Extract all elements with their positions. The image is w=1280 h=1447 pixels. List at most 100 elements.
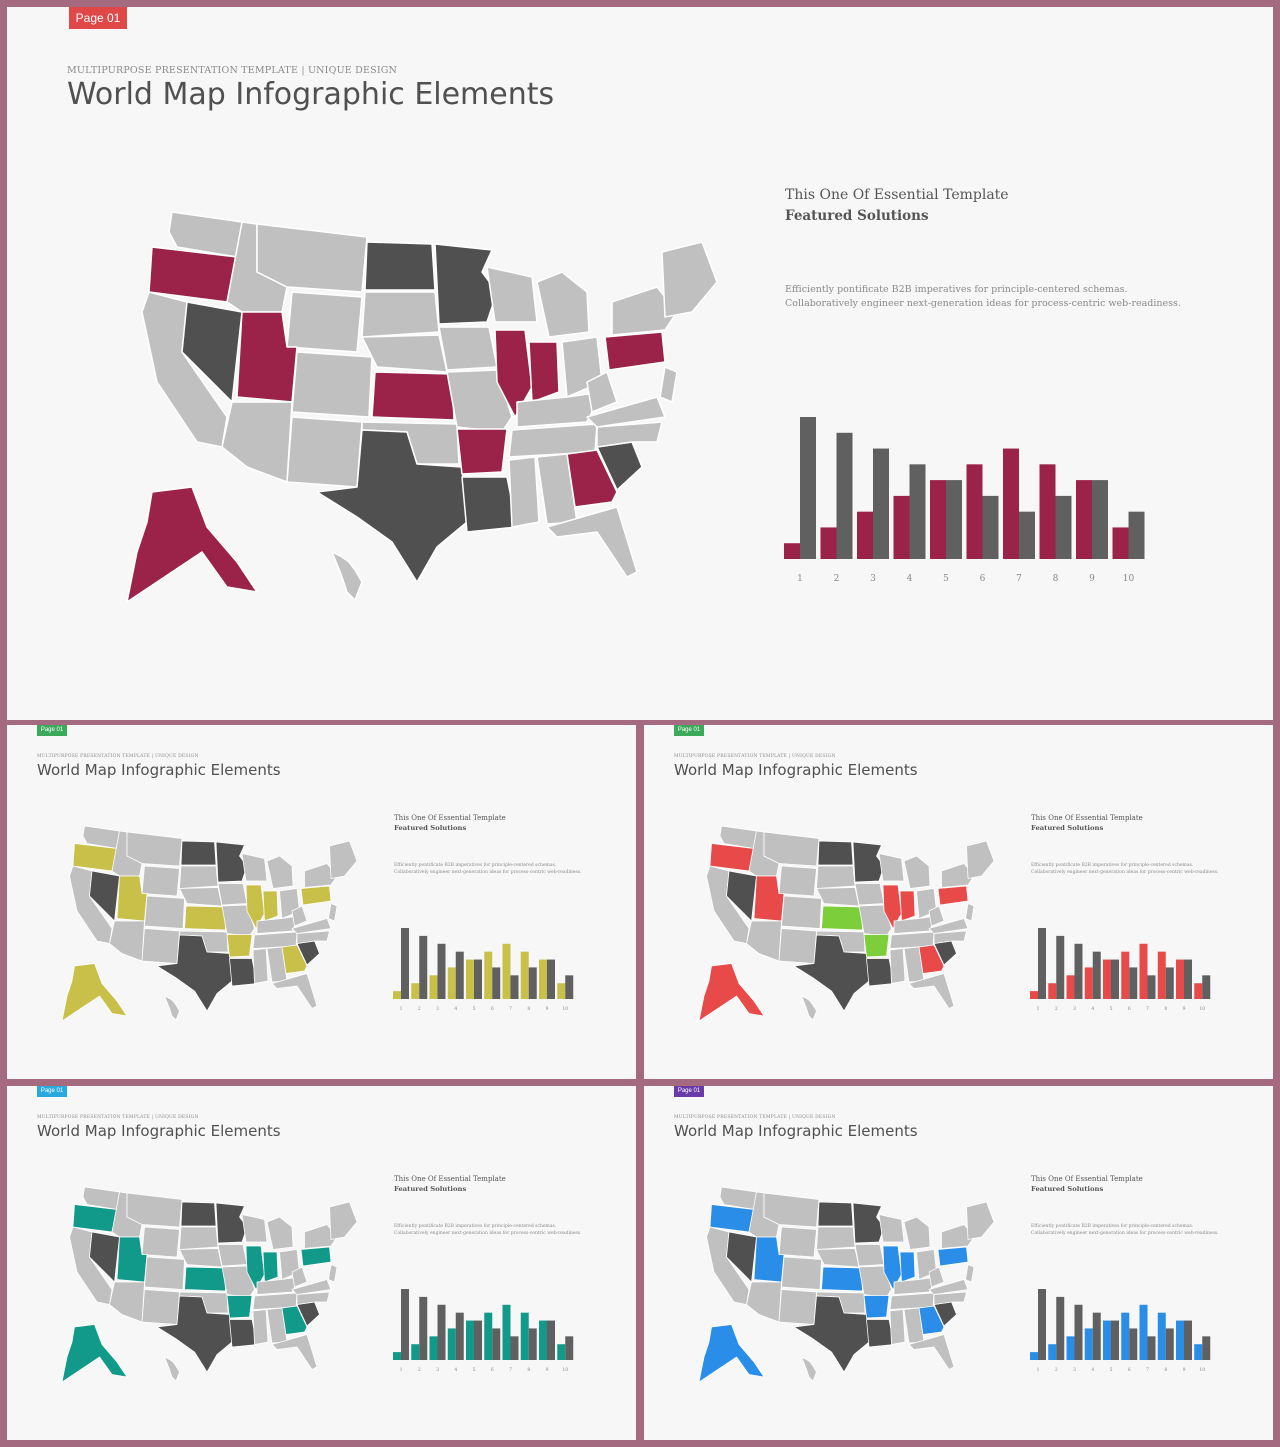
bar-chart: 1 2 3 4 5 6 7 8 9 10 (1030, 928, 1211, 1012)
state-shape-la (461, 476, 518, 533)
thumbnail-slide-red[interactable]: Page 01 MULTIPURPOSE PRESENTATION TEMPLA… (644, 725, 1273, 1079)
state-shape-nm (141, 928, 180, 964)
description-line-1: Efficiently pontificate B2B imperatives … (1031, 863, 1194, 868)
state-shape-nj-md (965, 1264, 975, 1283)
x-tick-label: 1 (797, 574, 803, 584)
x-tick-label: 9 (546, 1367, 549, 1373)
us-map (61, 825, 358, 1022)
state-shape-va (586, 396, 666, 428)
state-shape-in (262, 890, 279, 922)
state-shape-nm (286, 416, 363, 488)
state-shape-ms (889, 948, 906, 984)
x-tick-label: 9 (1089, 574, 1095, 584)
slide-title: World Map Infographic Elements (37, 1122, 281, 1140)
state-shape-pa (937, 885, 969, 906)
accent-bar-10 (1194, 1344, 1203, 1360)
state-shape-mo (221, 904, 255, 937)
x-tick-label: 7 (1146, 1367, 1149, 1373)
state-shape-sd (179, 865, 219, 889)
description-line-1: Efficiently pontificate B2B imperatives … (394, 1224, 557, 1229)
accent-bar-1 (393, 991, 401, 999)
state-shape-ga (566, 449, 618, 508)
gray-bar-4 (1092, 1312, 1101, 1360)
state-shape-co (781, 1256, 822, 1290)
state-shape-ga (918, 1305, 945, 1335)
page-badge: Page 01 (674, 1086, 704, 1097)
state-shape-co (781, 895, 822, 929)
thumbnail-slide-yellow[interactable]: Page 01 MULTIPURPOSE PRESENTATION TEMPLA… (7, 725, 636, 1079)
x-tick-label: 10 (562, 1006, 568, 1012)
state-shape-or (709, 843, 755, 872)
state-shape-or (72, 843, 118, 872)
state-shape-co (291, 351, 373, 418)
slide-subtitle: This One Of Essential Template (394, 1175, 506, 1183)
gray-bar-2 (419, 935, 428, 999)
state-shape-la (866, 1319, 895, 1348)
description-line-2: Collaboratively engineer next-generation… (1031, 870, 1219, 875)
x-tick-label: 5 (473, 1367, 476, 1373)
state-shape-ny (611, 286, 678, 336)
x-tick-label: 10 (1123, 574, 1135, 584)
accent-bar-2 (820, 527, 837, 559)
state-shape-ar (456, 428, 508, 475)
gray-bar-6 (492, 967, 501, 999)
state-shape-mn (434, 243, 498, 325)
thumbnail-slide-blue[interactable]: Page 01 MULTIPURPOSE PRESENTATION TEMPLA… (644, 1086, 1273, 1440)
state-shape-ut (236, 311, 298, 403)
state-shape-ga (918, 944, 945, 974)
accent-bar-1 (393, 1352, 401, 1360)
state-shape-la (229, 958, 258, 987)
gray-bar-1 (800, 417, 816, 559)
gray-bar-5 (1111, 959, 1119, 999)
state-shape-ne-states (661, 241, 718, 318)
state-shape-fl (908, 973, 955, 1009)
x-tick-label: 3 (870, 574, 876, 584)
gray-bar-5 (474, 1320, 482, 1360)
x-tick-label: 7 (1146, 1006, 1149, 1012)
state-shape-hi (801, 995, 817, 1021)
x-tick-label: 8 (527, 1367, 530, 1373)
gray-bar-10 (1202, 975, 1211, 999)
accent-bar-3 (1066, 975, 1075, 999)
accent-bar-5 (930, 480, 946, 559)
slide-subtitle: This One Of Essential Template (394, 814, 506, 822)
state-shape-wa (168, 211, 243, 258)
thumbnail-slide-teal[interactable]: Page 01 MULTIPURPOSE PRESENTATION TEMPLA… (7, 1086, 636, 1440)
x-tick-label: 6 (1128, 1006, 1131, 1012)
gray-bar-7 (1147, 1336, 1156, 1360)
slide-subtitle: This One Of Essential Template (1031, 814, 1143, 822)
gray-bar-7 (510, 975, 519, 999)
page-badge: Page 01 (37, 1086, 67, 1097)
state-shape-nc (933, 930, 967, 944)
gray-bar-3 (873, 448, 889, 559)
state-shape-ut (753, 875, 785, 922)
state-shape-mn (215, 1202, 248, 1244)
state-shape-mt (126, 1192, 183, 1228)
gray-bar-4 (455, 1312, 464, 1360)
state-shape-wy (286, 291, 363, 353)
gray-bar-7 (1019, 511, 1035, 559)
state-shape-ny (941, 1224, 975, 1249)
gray-bar-9 (547, 959, 555, 999)
accent-bar-9 (539, 959, 547, 999)
gray-bar-3 (1074, 943, 1083, 999)
state-shape-ny (941, 863, 975, 888)
description-line-2: Collaboratively engineer next-generation… (394, 1231, 582, 1236)
state-shape-mo (221, 1265, 255, 1298)
gray-bar-10 (1128, 511, 1145, 559)
state-shape-wi (486, 266, 538, 323)
slide-featured-label: Featured Solutions (1031, 1185, 1104, 1193)
state-shape-mi (266, 1216, 294, 1250)
state-shape-mt (256, 223, 368, 293)
accent-bar-7 (502, 943, 511, 999)
main-slide[interactable]: Page 01 MULTIPURPOSE PRESENTATION TEMPLA… (7, 7, 1273, 720)
gray-bar-5 (946, 480, 962, 559)
accent-bar-9 (539, 1320, 547, 1360)
description-line-2: Collaboratively engineer next-generation… (785, 298, 1181, 309)
page-badge: Page 01 (69, 7, 127, 29)
state-shape-mi (903, 855, 931, 889)
state-shape-wi (241, 1214, 268, 1243)
state-shape-mo (858, 1265, 892, 1298)
state-shape-nm (141, 1289, 180, 1325)
accent-bar-3 (1066, 1336, 1075, 1360)
